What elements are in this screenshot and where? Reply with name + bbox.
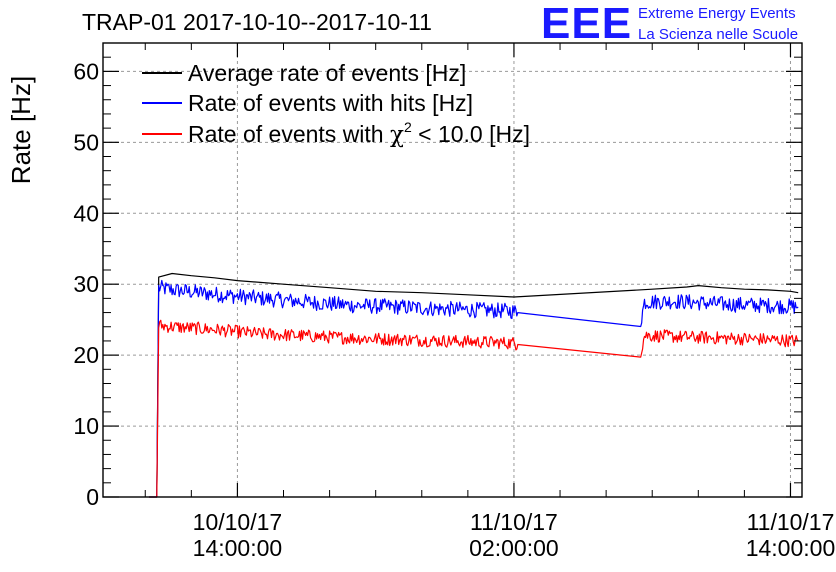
series-lines [149, 272, 799, 498]
x-tick-label-time: 02:00:00 [469, 535, 559, 561]
grid-lines [103, 43, 802, 497]
y-tick-label: 20 [73, 342, 99, 368]
eee-logo-line1: Extreme Energy Events [638, 5, 796, 22]
series-line-1 [149, 272, 799, 498]
legend: Average rate of events [Hz] Rate of even… [142, 60, 530, 148]
x-tick-label-date: 10/10/17 [193, 509, 283, 535]
eee-logo-line2: La Scienza nelle Scuole [638, 26, 799, 43]
series-line-3 [149, 319, 799, 498]
x-tick-label-date: 11/10/17 [747, 509, 835, 535]
chart-title: TRAP-01 2017-10-10--2017-10-11 [82, 9, 432, 35]
x-tick-label-time: 14:00:00 [193, 535, 283, 561]
y-tick-label: 40 [73, 200, 99, 226]
legend-label-average: Average rate of events [Hz] [188, 60, 466, 86]
y-tick-label: 50 [73, 129, 99, 155]
legend-label-hits: Rate of events with hits [Hz] [188, 90, 473, 116]
x-tick-label-date: 11/10/17 [470, 509, 558, 535]
eee-logo-text: EEE [541, 0, 633, 48]
y-tick-label: 30 [73, 271, 99, 297]
y-tick-label: 10 [73, 413, 99, 439]
y-tick-label: 60 [73, 58, 99, 84]
axes: 010203040506010/10/1714:00:0011/10/1702:… [73, 42, 836, 561]
y-axis-label: Rate [Hz] [6, 76, 36, 184]
x-tick-label-time: 14:00:00 [746, 535, 836, 561]
legend-label-chi2: Rate of events with χ2 < 10.0 [Hz] [188, 119, 530, 148]
series-line-2 [149, 279, 799, 498]
y-tick-label: 0 [86, 484, 99, 510]
